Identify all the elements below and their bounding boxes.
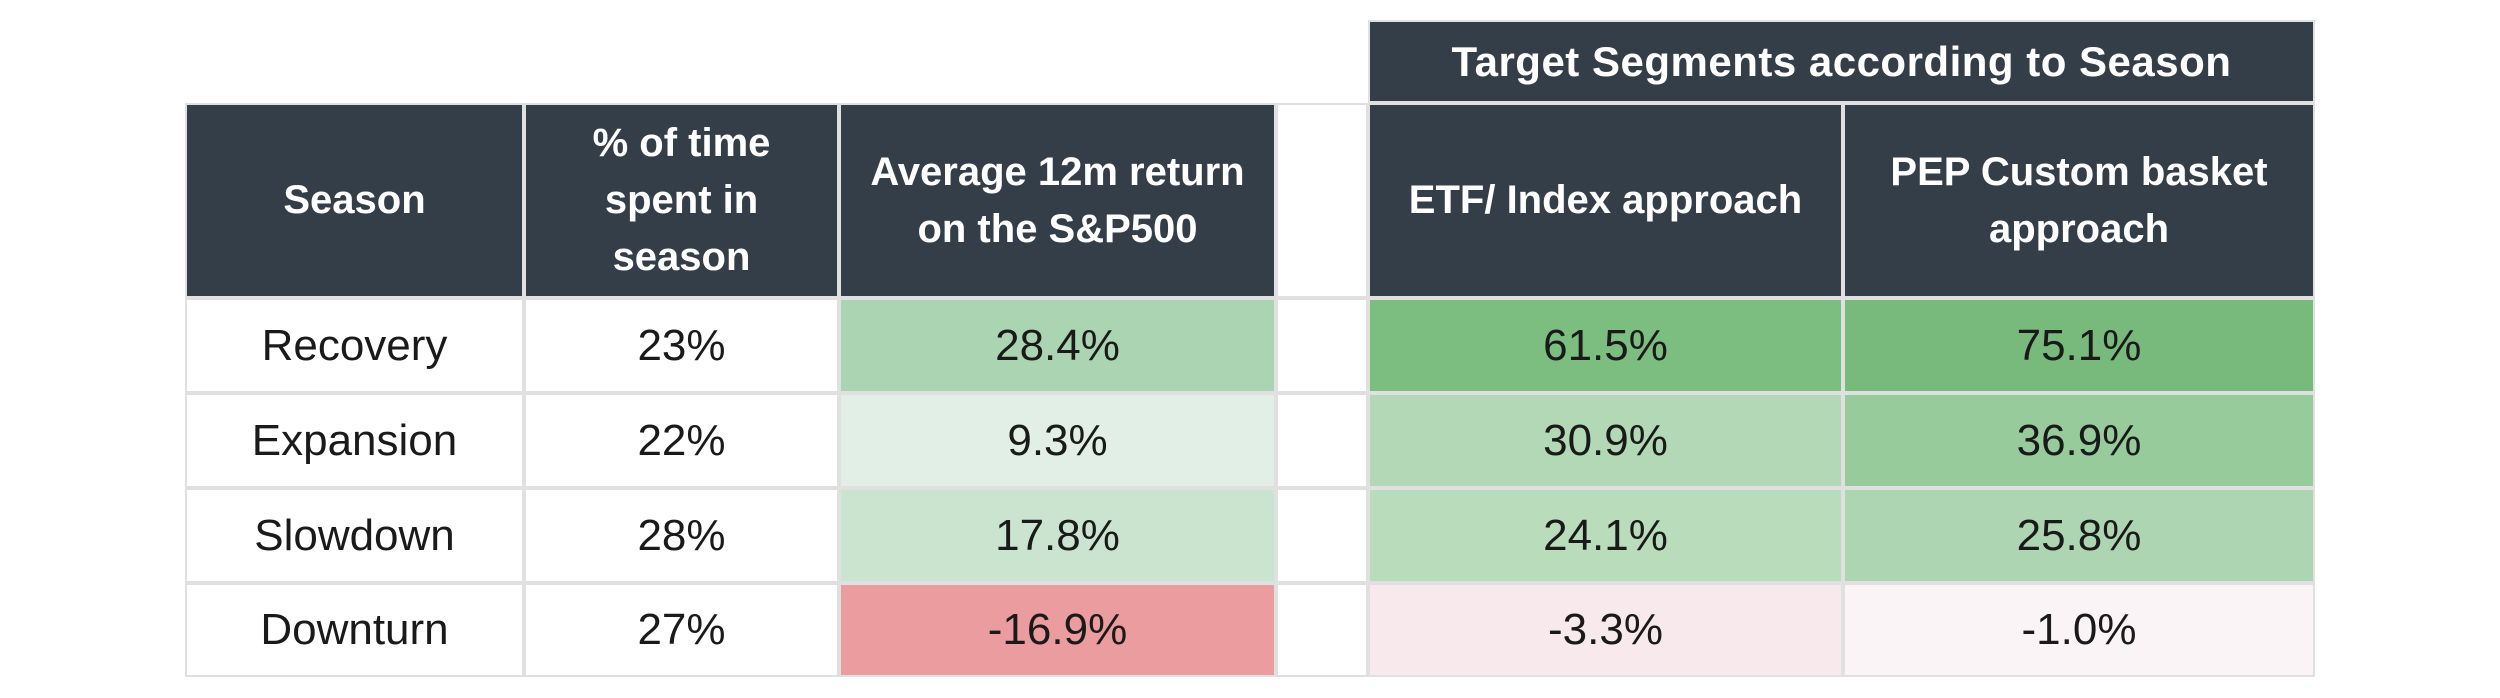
cell-recovery-sp500: 28.4%: [839, 298, 1276, 393]
cell-slowdown-sp500: 17.8%: [839, 488, 1276, 583]
spacer-cell: [1276, 393, 1368, 488]
cell-downturn-etf: -3.3%: [1368, 583, 1843, 677]
cell-expansion-pep: 36.9%: [1843, 393, 2315, 488]
spacer-cell: [1276, 103, 1368, 298]
cell-recovery-etf: 61.5%: [1368, 298, 1843, 393]
cell-downturn-time-pct: 27%: [524, 583, 839, 677]
cell-downturn-pep: -1.0%: [1843, 583, 2315, 677]
spacer-cell: [1276, 298, 1368, 393]
col-header-sp500-return: Average 12m return on the S&P500: [839, 103, 1276, 298]
cell-recovery-pep: 75.1%: [1843, 298, 2315, 393]
cell-downturn-name: Downturn: [185, 583, 524, 677]
spacer-cell: [1276, 488, 1368, 583]
cell-downturn-sp500: -16.9%: [839, 583, 1276, 677]
cell-expansion-etf: 30.9%: [1368, 393, 1843, 488]
cell-slowdown-time-pct: 28%: [524, 488, 839, 583]
empty-area: [185, 20, 1368, 103]
col-header-etf-approach: ETF/ Index approach: [1368, 103, 1843, 298]
col-header-season: Season: [185, 103, 524, 298]
table-band-title: Target Segments according to Season: [1368, 20, 2315, 103]
col-header-time-pct: % of time spent in season: [524, 103, 839, 298]
cell-recovery-name: Recovery: [185, 298, 524, 393]
season-returns-table: Target Segments according to Season Seas…: [185, 20, 2315, 677]
cell-slowdown-name: Slowdown: [185, 488, 524, 583]
cell-recovery-time-pct: 23%: [524, 298, 839, 393]
spacer-cell: [1276, 583, 1368, 677]
col-header-pep-approach: PEP Custom basket approach: [1843, 103, 2315, 298]
cell-slowdown-etf: 24.1%: [1368, 488, 1843, 583]
cell-expansion-sp500: 9.3%: [839, 393, 1276, 488]
cell-expansion-name: Expansion: [185, 393, 524, 488]
cell-expansion-time-pct: 22%: [524, 393, 839, 488]
cell-slowdown-pep: 25.8%: [1843, 488, 2315, 583]
